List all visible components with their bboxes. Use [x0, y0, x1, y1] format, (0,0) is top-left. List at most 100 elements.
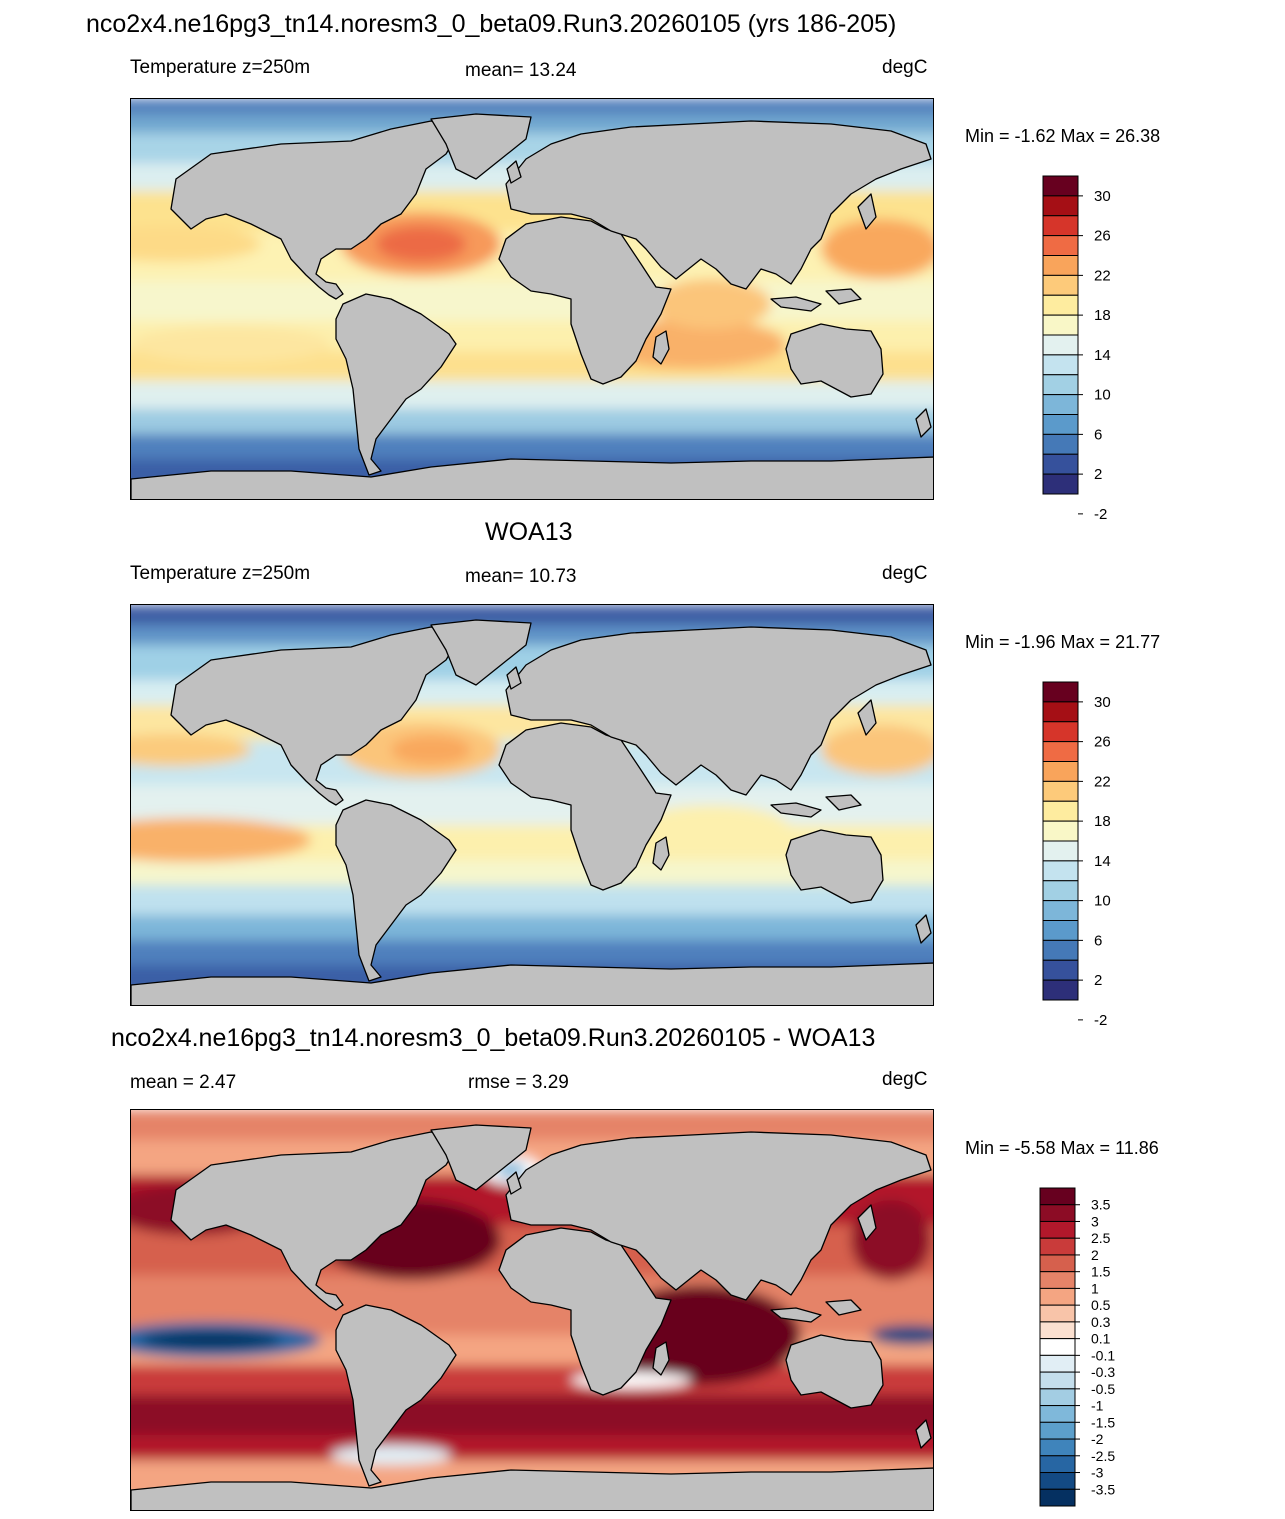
land-mass — [652, 330, 670, 365]
colorbar-swatch — [1039, 1287, 1076, 1306]
land-mass — [498, 216, 672, 385]
land-mass — [505, 1131, 932, 1301]
colorbar-swatch — [1042, 860, 1079, 882]
ocean-band — [131, 915, 933, 942]
ocean-anomaly — [821, 725, 933, 775]
colorbar-tick-label: 14 — [1094, 347, 1111, 364]
ocean-anomaly — [131, 326, 331, 362]
colorbar-swatch — [1042, 433, 1079, 455]
colorbar-tick-label: -2 — [1094, 506, 1107, 523]
colorbar-swatch — [1039, 1405, 1076, 1423]
colorbar-swatch — [1039, 1204, 1076, 1222]
colorbar-swatch — [1042, 721, 1079, 743]
land-mass — [915, 914, 932, 944]
colorbar-swatch — [1042, 414, 1079, 435]
land-mass — [857, 699, 877, 736]
land-mass — [131, 1467, 933, 1510]
ocean-band — [131, 940, 933, 967]
colorbar-tick-label: -2 — [1091, 1431, 1104, 1447]
colorbar-swatch — [1042, 840, 1079, 862]
colorbar-swatch — [1042, 453, 1079, 475]
ocean-band — [131, 381, 933, 411]
panel1-map — [130, 98, 934, 500]
land-mass — [857, 193, 877, 230]
colorbar-tick-label: -3.5 — [1091, 1481, 1115, 1497]
colorbar-swatch — [1039, 1304, 1076, 1323]
colorbar-tick-label: 30 — [1094, 694, 1111, 711]
colorbar-swatch — [1039, 1438, 1076, 1457]
colorbar-swatch — [1039, 1321, 1076, 1340]
colorbar-swatch — [1042, 175, 1079, 197]
ocean-anomaly — [331, 1445, 451, 1465]
panel1-map-svg — [131, 99, 933, 499]
land-mass — [825, 794, 862, 811]
land-mass — [505, 626, 932, 796]
panel2-field-label: Temperature z=250m — [130, 563, 311, 584]
panel3-map-svg — [131, 1110, 933, 1510]
land-mass — [785, 829, 884, 904]
ocean-anomaly — [651, 279, 771, 329]
land-mass — [652, 836, 670, 871]
land-mass — [770, 296, 822, 312]
ocean-band — [131, 99, 933, 115]
colorbar-tick-label: 22 — [1094, 267, 1111, 284]
colorbar-tick-label: 3 — [1091, 1213, 1099, 1229]
panel2-minmax: Min = -1.96 Max = 21.77 — [965, 632, 1161, 652]
land-mass — [335, 1304, 457, 1487]
colorbar-swatch — [1042, 900, 1079, 921]
colorbar-tick-label: 26 — [1094, 734, 1111, 751]
land-mass — [915, 1419, 932, 1449]
colorbar-tick-label: 10 — [1094, 893, 1111, 910]
panel2-title: WOA13 — [485, 518, 573, 546]
colorbar-tick-label: 18 — [1094, 307, 1111, 324]
colorbar-tick-label: -1.5 — [1091, 1414, 1115, 1430]
colorbar-tick-label: -0.3 — [1091, 1364, 1115, 1380]
colorbar-tick-label: 22 — [1094, 773, 1111, 790]
colorbar-swatch — [1042, 681, 1079, 703]
land-mass — [170, 120, 462, 300]
panel1-colorbar: 30 26 22 18 14 10 6 2 -2 — [1042, 175, 1163, 523]
colorbar-tick-label: -1 — [1091, 1398, 1104, 1414]
panel3-map — [130, 1109, 934, 1511]
ocean-anomaly — [131, 818, 311, 862]
land-mass — [131, 456, 933, 499]
colorbar-swatch — [1042, 374, 1079, 396]
colorbar-tick-label: 18 — [1094, 813, 1111, 830]
land-mass — [430, 113, 532, 180]
colorbar-swatch — [1039, 1220, 1076, 1239]
colorbar-tick-label: 26 — [1094, 228, 1111, 245]
colorbar-swatch — [1042, 820, 1079, 842]
colorbar-tick-label: 2 — [1094, 972, 1102, 989]
colorbar-swatch — [1042, 354, 1079, 376]
colorbar-tick-label: -3 — [1091, 1465, 1104, 1481]
land-mass — [506, 160, 522, 184]
panel3-rmse-label: rmse = 3.29 — [468, 1072, 569, 1093]
ocean-band — [131, 434, 933, 461]
colorbar-swatch — [1042, 314, 1079, 336]
panel1-minmax: Min = -1.62 Max = 26.38 — [965, 126, 1161, 146]
colorbar-swatch — [1042, 939, 1079, 961]
ocean-anomaly — [631, 805, 791, 855]
colorbar-tick-label: 2 — [1094, 466, 1102, 483]
panel3-units-label: degC — [882, 1069, 928, 1090]
panel2-colorbar: 30 26 22 18 14 10 6 2 -2 — [1042, 681, 1163, 1029]
colorbar-swatch — [1042, 741, 1079, 762]
ocean-anomaly — [821, 219, 933, 279]
colorbar-tick-label: 0.5 — [1091, 1297, 1111, 1313]
panel1-field-label: Temperature z=250m — [130, 57, 311, 78]
colorbar-tick-label: 0.3 — [1091, 1314, 1111, 1330]
ocean-band — [131, 409, 933, 436]
ocean-band — [131, 605, 933, 627]
colorbar-swatch — [1042, 701, 1079, 723]
colorbar-tick-label: 2 — [1091, 1247, 1099, 1263]
panel3-mean-label: mean = 2.47 — [130, 1072, 237, 1093]
land-mass — [170, 1131, 462, 1311]
panel2-units-label: degC — [882, 563, 928, 584]
colorbar-swatch — [1042, 294, 1079, 316]
ocean-anomaly — [376, 226, 466, 262]
land-mass — [430, 1124, 532, 1191]
panel2-map-svg — [131, 605, 933, 1005]
colorbar-swatch — [1042, 920, 1079, 941]
colorbar-swatch — [1042, 195, 1079, 217]
panel2-mean-label: mean= 10.73 — [465, 566, 577, 587]
